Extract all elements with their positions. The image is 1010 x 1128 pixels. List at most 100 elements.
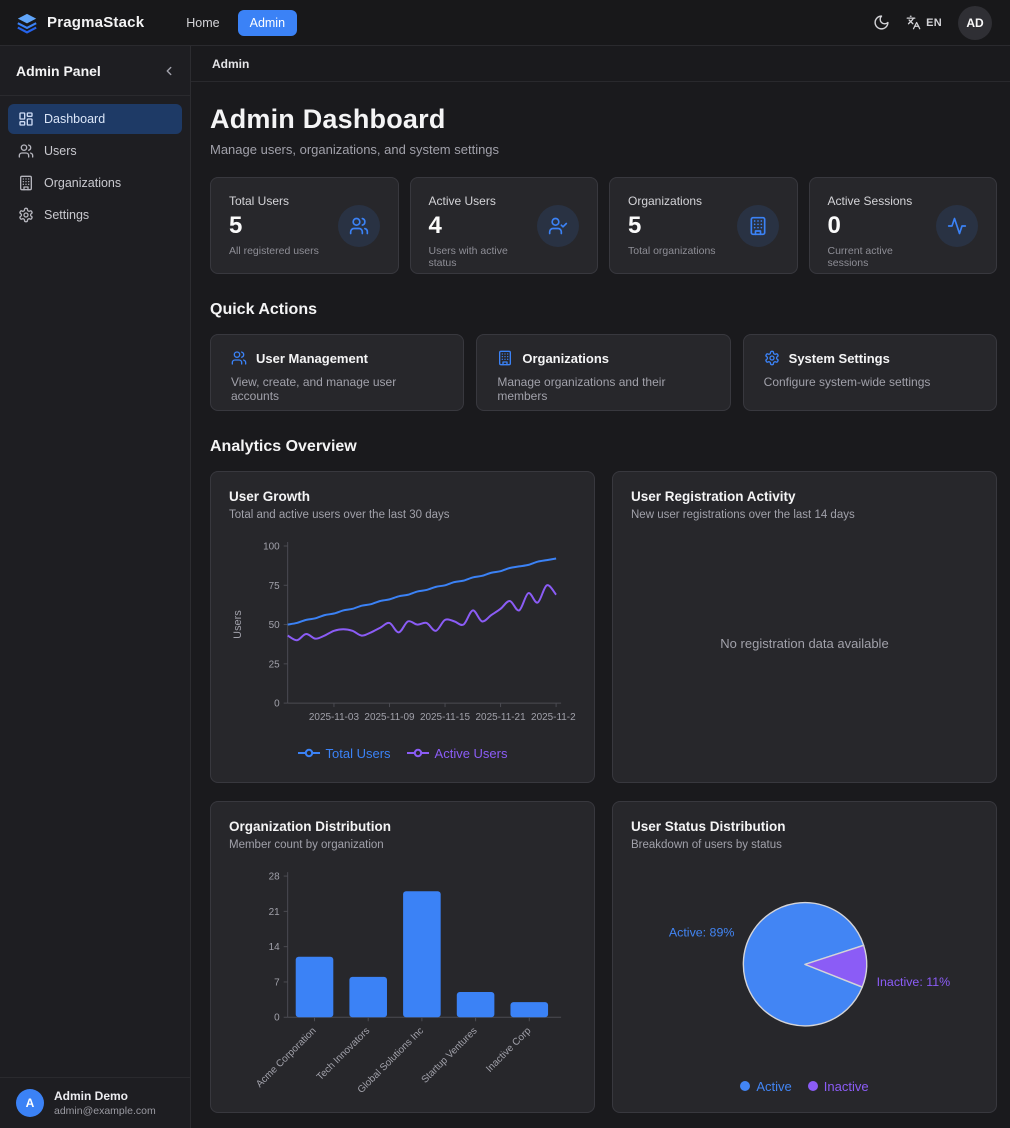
svg-text:Startup Ventures: Startup Ventures bbox=[420, 1026, 480, 1086]
sidebar-nav: Dashboard Users Organizations Settings bbox=[0, 96, 190, 1077]
sidebar-item-dashboard[interactable]: Dashboard bbox=[8, 104, 182, 134]
stat-card-organizations: Organizations 5 Total organizations bbox=[609, 177, 798, 274]
building-icon bbox=[750, 216, 765, 235]
legend-item[interactable]: Total Users bbox=[297, 745, 391, 761]
sidebar-item-settings[interactable]: Settings bbox=[8, 200, 182, 230]
breadcrumb[interactable]: Admin bbox=[212, 56, 250, 71]
svg-text:14: 14 bbox=[269, 942, 281, 953]
legend-label: Inactive bbox=[823, 1078, 869, 1094]
svg-text:Inactive: 11%: Inactive: 11% bbox=[877, 975, 951, 989]
brand[interactable]: PragmaStack bbox=[16, 12, 144, 34]
svg-text:0: 0 bbox=[274, 1013, 280, 1024]
charts-grid: User Growth Total and active users over … bbox=[210, 471, 997, 1113]
legend-item[interactable]: Inactive bbox=[807, 1078, 869, 1094]
svg-text:28: 28 bbox=[269, 872, 281, 883]
organization-bar-chart: 0 7 14 21 28 Acme Corporation Tech Innovators G… bbox=[229, 857, 576, 1095]
quick-action-description: View, create, and manage user accounts bbox=[231, 375, 397, 403]
nav-link-admin[interactable]: Admin bbox=[237, 9, 298, 36]
organization-distribution-card: Organization Distribution Member count b… bbox=[210, 801, 595, 1113]
quick-actions-heading: Quick Actions bbox=[210, 301, 317, 318]
quick-actions-grid: User Management View, create, and manage… bbox=[210, 334, 997, 411]
svg-text:Users: Users bbox=[232, 610, 244, 639]
chart-subtitle: New user registrations over the last 14 … bbox=[631, 509, 855, 521]
quick-action-organizations[interactable]: Organizations Manage organizations and t… bbox=[476, 334, 731, 411]
admin-sidebar: Admin Panel Dashboard Users Organization… bbox=[0, 46, 191, 1128]
stats-grid: Total Users 5 All registered users Activ… bbox=[210, 177, 997, 274]
quick-action-system-settings[interactable]: System Settings Configure system-wide se… bbox=[742, 334, 997, 411]
chart-title: Organization Distribution bbox=[229, 819, 391, 834]
sidebar-user-email: admin@example.com bbox=[54, 1105, 156, 1117]
breadcrumb-bar: Admin bbox=[191, 46, 1010, 82]
activity-icon bbox=[947, 217, 967, 234]
building-icon bbox=[499, 350, 512, 366]
svg-text:2025-11-09: 2025-11-09 bbox=[364, 712, 415, 723]
svg-text:2025-11-03: 2025-11-03 bbox=[309, 712, 360, 723]
registration-activity-card: User Registration Activity New user regi… bbox=[612, 471, 997, 783]
theme-toggle-button[interactable] bbox=[873, 14, 890, 31]
stat-label: Active Users bbox=[428, 194, 496, 208]
stat-sub: Users with active status bbox=[428, 245, 508, 269]
brand-name: PragmaStack bbox=[47, 14, 145, 31]
chart-title: User Growth bbox=[229, 489, 311, 504]
svg-text:Acme Corporation: Acme Corporation bbox=[254, 1026, 318, 1090]
chart-legend: Active Inactive bbox=[631, 1078, 978, 1095]
user-check-icon bbox=[548, 217, 568, 234]
legend-marker-icon bbox=[297, 748, 320, 758]
sidebar-item-label: Dashboard bbox=[44, 112, 106, 126]
sidebar-header: Admin Panel bbox=[0, 46, 190, 96]
gear-icon bbox=[764, 350, 779, 366]
svg-text:2025-11-15: 2025-11-15 bbox=[420, 712, 471, 723]
building-icon bbox=[20, 175, 32, 191]
chart-legend: Total Users Active Users bbox=[229, 741, 576, 765]
sidebar-item-users[interactable]: Users bbox=[8, 136, 182, 166]
language-label: EN bbox=[926, 16, 942, 29]
main-content: Admin Admin Dashboard Manage users, orga… bbox=[191, 46, 1010, 1128]
legend-label: Total Users bbox=[325, 745, 391, 761]
users-icon bbox=[231, 351, 247, 365]
stat-value: 4 bbox=[428, 212, 442, 239]
sidebar-title: Admin Panel bbox=[16, 62, 101, 79]
stat-card-total-users: Total Users 5 All registered users bbox=[210, 177, 399, 274]
chart-subtitle: Member count by organization bbox=[229, 839, 384, 851]
sidebar-item-label: Organizations bbox=[44, 176, 122, 190]
quick-action-description: Manage organizations and their members bbox=[497, 375, 666, 403]
legend-marker-icon bbox=[406, 748, 429, 758]
main-nav: Home Admin bbox=[174, 9, 298, 36]
quick-action-title: Organizations bbox=[522, 350, 610, 366]
users-icon bbox=[349, 217, 368, 234]
sidebar-item-label: Settings bbox=[44, 208, 90, 222]
sidebar-item-organizations[interactable]: Organizations bbox=[8, 168, 182, 198]
svg-text:7: 7 bbox=[274, 977, 280, 988]
svg-text:100: 100 bbox=[263, 541, 280, 552]
user-avatar[interactable]: AD bbox=[958, 5, 992, 40]
quick-action-title: System Settings bbox=[788, 350, 890, 366]
svg-text:0: 0 bbox=[274, 699, 280, 710]
legend-item[interactable]: Active Users bbox=[406, 746, 508, 761]
dashboard-icon bbox=[19, 112, 33, 126]
chart-title: User Status Distribution bbox=[631, 819, 786, 834]
quick-action-title: User Management bbox=[256, 350, 368, 366]
navbar-right: EN AD bbox=[873, 5, 992, 40]
sidebar-item-label: Users bbox=[44, 144, 77, 158]
user-status-pie-chart: Active: 89% Inactive: 11% bbox=[631, 857, 978, 1078]
stat-label: Total Users bbox=[229, 194, 290, 208]
sidebar-user-profile[interactable]: A Admin Demo admin@example.com bbox=[0, 1077, 190, 1128]
legend-item[interactable]: Active bbox=[740, 1079, 792, 1094]
stat-sub: All registered users bbox=[229, 245, 319, 257]
stat-label: Active Sessions bbox=[827, 194, 913, 208]
stat-value: 5 bbox=[229, 212, 243, 239]
page-subtitle: Manage users, organizations, and system … bbox=[210, 142, 500, 157]
quick-action-description: Configure system-wide settings bbox=[763, 375, 931, 389]
empty-state-text: No registration data available bbox=[720, 635, 889, 651]
quick-action-user-management[interactable]: User Management View, create, and manage… bbox=[210, 334, 465, 411]
sidebar-collapse-button[interactable] bbox=[162, 64, 176, 78]
user-status-distribution-card: User Status Distribution Breakdown of us… bbox=[612, 801, 997, 1113]
nav-link-home[interactable]: Home bbox=[186, 15, 220, 30]
stat-label: Organizations bbox=[628, 194, 703, 208]
language-switcher[interactable]: EN bbox=[906, 15, 942, 30]
gear-icon bbox=[19, 207, 33, 223]
analytics-heading: Analytics Overview bbox=[210, 438, 357, 455]
svg-text:25: 25 bbox=[269, 659, 281, 670]
stat-value: 5 bbox=[628, 212, 642, 239]
avatar: A bbox=[16, 1089, 44, 1117]
